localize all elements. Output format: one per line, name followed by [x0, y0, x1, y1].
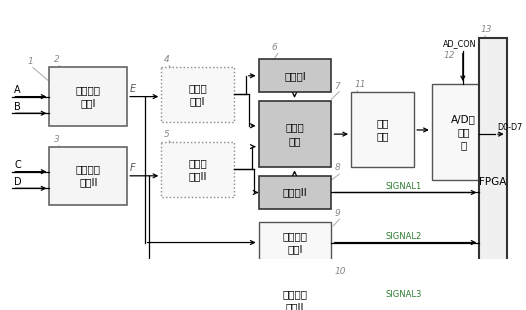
Bar: [258, 101, 331, 167]
Bar: [49, 67, 127, 126]
Text: 5: 5: [164, 130, 170, 139]
Text: C: C: [14, 160, 21, 170]
Text: 比较器II: 比较器II: [282, 188, 307, 197]
Text: A/D转
换电
路: A/D转 换电 路: [451, 114, 476, 150]
Bar: [49, 147, 127, 205]
Text: B: B: [14, 102, 21, 112]
Bar: [258, 59, 331, 92]
Text: 过零比较
电路I: 过零比较 电路I: [282, 231, 308, 254]
Bar: [432, 84, 495, 180]
Text: 12: 12: [443, 51, 455, 60]
Text: 绝对值
电路I: 绝对值 电路I: [188, 83, 207, 106]
Text: 2: 2: [54, 55, 60, 64]
Text: 7: 7: [335, 82, 340, 91]
Bar: [479, 38, 507, 310]
Text: 差分放大
电路I: 差分放大 电路I: [76, 85, 101, 108]
Text: A: A: [14, 85, 21, 95]
Bar: [258, 222, 331, 264]
Text: 模拟选
择器: 模拟选 择器: [286, 122, 305, 146]
Text: 跟随
电路: 跟随 电路: [376, 118, 389, 142]
Text: 6: 6: [271, 43, 277, 52]
Text: 3: 3: [54, 135, 60, 144]
Text: 差分放大
电路II: 差分放大 电路II: [76, 164, 101, 188]
Text: SIGNAL1: SIGNAL1: [385, 182, 421, 191]
Text: FPGA: FPGA: [479, 177, 507, 187]
Bar: [351, 92, 414, 167]
Text: 过零比较
电路II: 过零比较 电路II: [282, 289, 308, 310]
Text: 10: 10: [335, 267, 346, 276]
Text: 比较器I: 比较器I: [284, 71, 306, 81]
Text: SIGNAL3: SIGNAL3: [385, 290, 421, 299]
Text: 绝对值
电路II: 绝对值 电路II: [188, 158, 207, 181]
Bar: [161, 143, 234, 197]
Text: 8: 8: [335, 163, 340, 172]
Text: D0-D7: D0-D7: [497, 123, 522, 132]
Text: SIGNAL2: SIGNAL2: [385, 232, 421, 241]
Text: AD_CON: AD_CON: [443, 39, 477, 48]
Text: 13: 13: [480, 25, 492, 34]
Text: E: E: [130, 84, 136, 94]
Bar: [258, 280, 331, 310]
Text: F: F: [130, 163, 136, 173]
Text: D: D: [14, 177, 22, 187]
Text: 1: 1: [28, 57, 34, 66]
Text: 11: 11: [355, 80, 366, 89]
Bar: [161, 67, 234, 122]
Text: 4: 4: [164, 55, 170, 64]
Bar: [258, 176, 331, 209]
Text: 9: 9: [335, 209, 340, 218]
